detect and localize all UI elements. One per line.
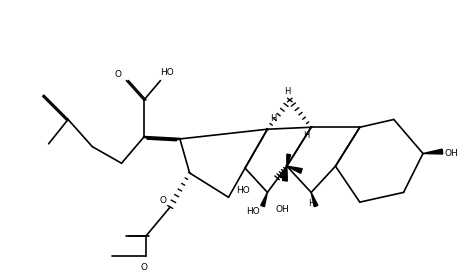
Polygon shape (282, 166, 287, 181)
Text: HO: HO (160, 68, 174, 77)
Text: HO: HO (246, 207, 260, 216)
Text: O: O (159, 196, 166, 205)
Text: OH: OH (444, 149, 457, 158)
Polygon shape (287, 154, 291, 166)
Polygon shape (261, 193, 267, 207)
Text: O: O (140, 263, 148, 272)
Polygon shape (287, 166, 302, 173)
Text: O: O (115, 70, 122, 79)
Text: H: H (303, 130, 309, 140)
Text: H: H (308, 199, 314, 208)
Polygon shape (280, 166, 287, 179)
Text: HO: HO (236, 186, 250, 195)
Text: OH: OH (275, 205, 289, 214)
Text: H: H (284, 87, 290, 96)
Text: H: H (270, 114, 276, 123)
Polygon shape (311, 193, 318, 207)
Polygon shape (423, 149, 443, 154)
